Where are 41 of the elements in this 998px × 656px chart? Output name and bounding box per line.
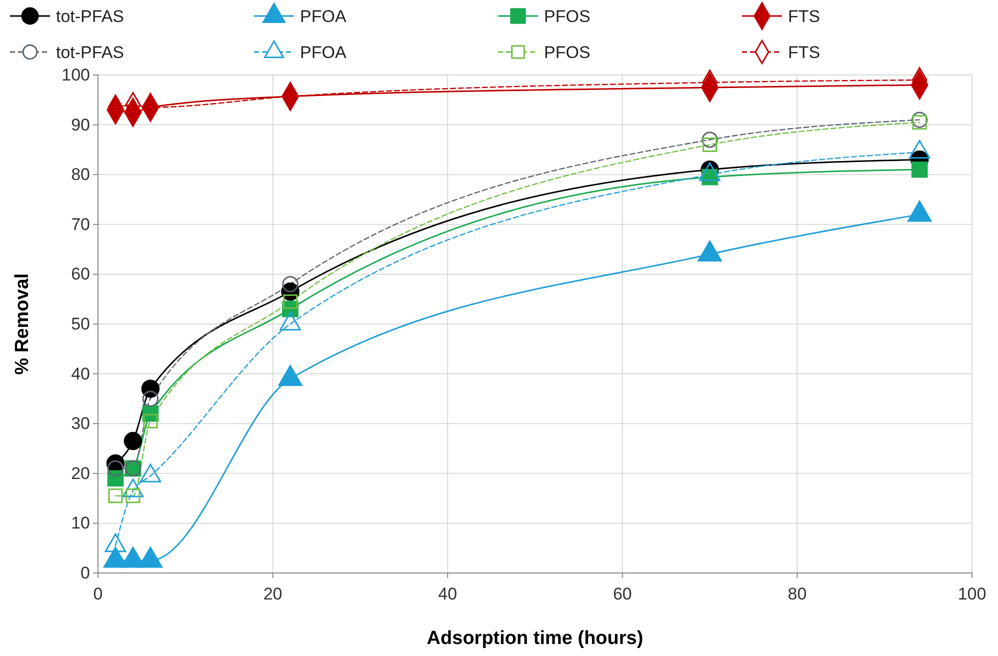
legend-label: FTS [788, 43, 820, 62]
x-tick-label: 20 [263, 584, 282, 604]
point [702, 132, 718, 148]
point [108, 488, 123, 504]
x-tick-label: 40 [438, 584, 458, 604]
legend-label: tot-PFAS [56, 43, 124, 62]
legend-label: tot-PFAS [56, 7, 124, 26]
point [911, 161, 928, 178]
legend-label: PFOA [300, 7, 347, 26]
x-tick-label: 80 [788, 584, 807, 604]
y-axis-title: % Removal [12, 273, 33, 375]
y-tick-label: 100 [62, 65, 90, 84]
legend-label: PFOS [544, 43, 590, 62]
x-tick-label: 60 [612, 584, 632, 604]
x-tick-label: 0 [93, 584, 103, 604]
point [911, 112, 928, 128]
legend-label: PFOA [300, 43, 347, 62]
point [126, 488, 140, 504]
point [143, 414, 158, 428]
point [124, 432, 142, 450]
point [912, 115, 927, 130]
y-tick-label: 40 [71, 364, 90, 384]
y-tick-label: 60 [71, 264, 90, 284]
y-tick-label: 30 [71, 414, 90, 434]
legend-label: PFOS [544, 7, 590, 26]
point [282, 276, 298, 292]
point [141, 380, 160, 398]
point [283, 294, 298, 309]
x-axis-title: Adsorption time (hours) [426, 628, 644, 649]
y-tick-label: 90 [71, 115, 90, 134]
y-tick-label: 20 [71, 464, 90, 483]
y-tick-label: 70 [71, 214, 90, 234]
legend-label: FTS [788, 7, 820, 26]
x-tick-label: 100 [958, 584, 986, 604]
point [702, 137, 718, 152]
y-tick-label: 0 [80, 563, 90, 582]
y-tick-label: 50 [71, 314, 90, 334]
point [107, 460, 124, 477]
y-tick-label: 10 [71, 514, 90, 533]
y-tick-label: 80 [71, 165, 90, 184]
point [142, 390, 159, 407]
